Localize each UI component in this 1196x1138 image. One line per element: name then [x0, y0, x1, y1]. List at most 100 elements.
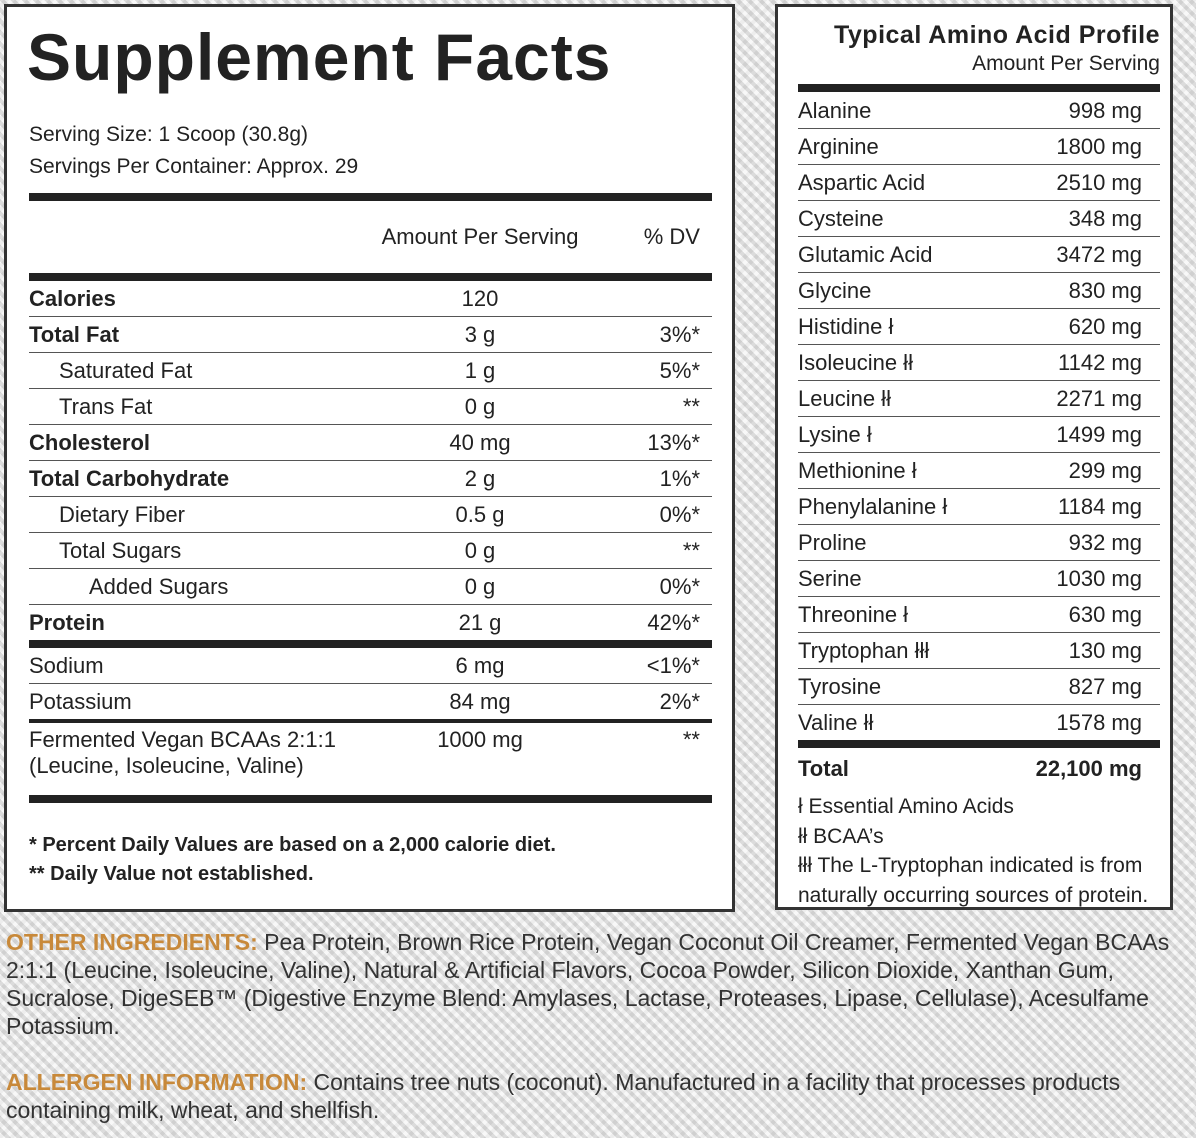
allergen: ALLERGEN INFORMATION: Contains tree nuts…	[6, 1068, 1192, 1124]
dv-header: % DV	[580, 201, 712, 281]
amino-name: Valine łł	[798, 704, 996, 745]
nutrient-dv: 2%*	[580, 683, 712, 722]
amino-row: Lysine ł 1499 mg	[798, 416, 1160, 453]
nutrient-row: Potassium 84 mg 2%*	[29, 683, 712, 722]
nutrient-name: Sodium	[29, 640, 380, 684]
amino-amount: 620 mg	[995, 308, 1160, 345]
nutrient-dv: **	[580, 532, 712, 569]
amino-amount: 827 mg	[995, 668, 1160, 705]
nutrient-row: Dietary Fiber 0.5 g 0%*	[29, 496, 712, 533]
amino-row: Alanine 998 mg	[798, 93, 1160, 129]
amino-amount: 348 mg	[995, 200, 1160, 237]
nutrient-amount: 2 g	[380, 460, 580, 497]
amino-row: Methionine ł 299 mg	[798, 452, 1160, 489]
nutrient-dv: 0%*	[580, 568, 712, 605]
other-ingredients: OTHER INGREDIENTS: Pea Protein, Brown Ri…	[6, 928, 1192, 1040]
nutrient-amount: 84 mg	[380, 683, 580, 722]
amino-row: Isoleucine łł 1142 mg	[798, 344, 1160, 381]
amino-name: Arginine	[798, 128, 996, 165]
amino-row: Glutamic Acid 3472 mg	[798, 236, 1160, 273]
amino-row: Tryptophan łłł 130 mg	[798, 632, 1160, 669]
label: OTHER INGREDIENTS:	[6, 929, 258, 955]
amino-amount: 2271 mg	[995, 380, 1160, 417]
nutrient-dv	[580, 277, 712, 317]
nutrient-name: Saturated Fat	[29, 352, 380, 389]
amino-amount: 299 mg	[995, 452, 1160, 489]
title: Supplement Facts	[27, 20, 612, 94]
nutrient-amount: 1 g	[380, 352, 580, 389]
amino-row: Arginine 1800 mg	[798, 128, 1160, 165]
nutrient-row: Added Sugars 0 g 0%*	[29, 568, 712, 605]
nutrient-amount: 0 g	[380, 568, 580, 605]
amino-row: Proline 932 mg	[798, 524, 1160, 561]
amino-amount: 1030 mg	[995, 560, 1160, 597]
amino-row: Serine 1030 mg	[798, 560, 1160, 597]
nutrient-row: Saturated Fat 1 g 5%*	[29, 352, 712, 389]
text: Contains tree nuts (coconut). Manufactur…	[6, 1069, 1121, 1123]
serving-size: Serving Size: 1 Scoop (30.8g)	[29, 123, 308, 146]
amino-name: Aspartic Acid	[798, 164, 996, 201]
amino-name: Phenylalanine ł	[798, 488, 996, 525]
nutrient-row: Protein 21 g 42%*	[29, 604, 712, 645]
nutrient-amount: 0 g	[380, 532, 580, 569]
nutrient-row: Fermented Vegan BCAAs 2:1:1 (Leucine, Is…	[29, 719, 712, 789]
nutrient-name: Total Fat	[29, 316, 380, 353]
amino-amount: 630 mg	[995, 596, 1160, 633]
nutrient-name: Potassium	[29, 683, 380, 722]
amino-name: Proline	[798, 524, 996, 561]
nutrient-name: Protein	[29, 604, 380, 645]
nutrient-name: Dietary Fiber	[29, 496, 380, 533]
divider	[29, 193, 712, 201]
amino-row: Cysteine 348 mg	[798, 200, 1160, 237]
divider	[798, 84, 1160, 92]
text: Pea Protein, Brown Rice Protein, Vegan C…	[6, 929, 1170, 1039]
nutrient-row: Total Fat 3 g 3%*	[29, 316, 712, 353]
amino-amount: 1142 mg	[995, 344, 1160, 381]
label: ALLERGEN INFORMATION:	[6, 1069, 308, 1095]
nutrient-name: Cholesterol	[29, 424, 380, 461]
amino-name: Threonine ł	[798, 596, 996, 633]
amino-row: Tyrosine 827 mg	[798, 668, 1160, 705]
amino-name: Serine	[798, 560, 996, 597]
nutrient-name: Total Sugars	[29, 532, 380, 569]
amino-row: Leucine łł 2271 mg	[798, 380, 1160, 417]
supplement-facts-panel: Supplement Facts Serving Size: 1 Scoop (…	[4, 4, 735, 912]
title: Typical Amino Acid Profile	[833, 21, 1160, 49]
amino-name: Tryptophan łłł	[798, 632, 996, 669]
amino-amount: 3472 mg	[995, 236, 1160, 273]
nutrient-dv: 5%*	[580, 352, 712, 389]
amino-amount: 130 mg	[995, 632, 1160, 669]
header-row: Amount Per Serving % DV	[29, 201, 712, 281]
nutrient-amount: 6 mg	[380, 640, 580, 684]
amino-row: Threonine ł 630 mg	[798, 596, 1160, 633]
nutrient-row: Trans Fat 0 g **	[29, 388, 712, 425]
amino-name: Glycine	[798, 272, 996, 309]
legend-item: łł BCAA’s	[798, 824, 884, 848]
nutrient-dv: <1%*	[580, 640, 712, 684]
amount-header: Amount Per Serving	[380, 201, 580, 281]
amino-amount: 1578 mg	[995, 704, 1160, 745]
amino-name: Leucine łł	[798, 380, 996, 417]
ingredients: OTHER INGREDIENTS: Pea Protein, Brown Ri…	[6, 928, 1192, 1124]
nutrient-row: Calories 120	[29, 277, 712, 317]
subtitle: Amount Per Serving	[972, 52, 1160, 75]
nutrient-dv: 3%*	[580, 316, 712, 353]
amino-row: Histidine ł 620 mg	[798, 308, 1160, 345]
nutrient-amount: 120	[380, 277, 580, 317]
amino-name: Isoleucine łł	[798, 344, 996, 381]
amino-name: Methionine ł	[798, 452, 996, 489]
total-amount: 22,100 mg	[995, 740, 1160, 788]
footnote: ** Daily Value not established.	[29, 863, 314, 885]
total-row: Total 22,100 mg	[798, 740, 1160, 788]
amino-amount: 932 mg	[995, 524, 1160, 561]
nutrient-row: Sodium 6 mg <1%*	[29, 640, 712, 684]
amino-name: Alanine	[798, 93, 996, 129]
divider	[29, 795, 712, 803]
amino-name: Tyrosine	[798, 668, 996, 705]
nutrient-amount: 3 g	[380, 316, 580, 353]
nutrient-amount: 0.5 g	[380, 496, 580, 533]
amino-amount: 2510 mg	[995, 164, 1160, 201]
nutrient-amount: 40 mg	[380, 424, 580, 461]
nutrient-dv: **	[580, 388, 712, 425]
